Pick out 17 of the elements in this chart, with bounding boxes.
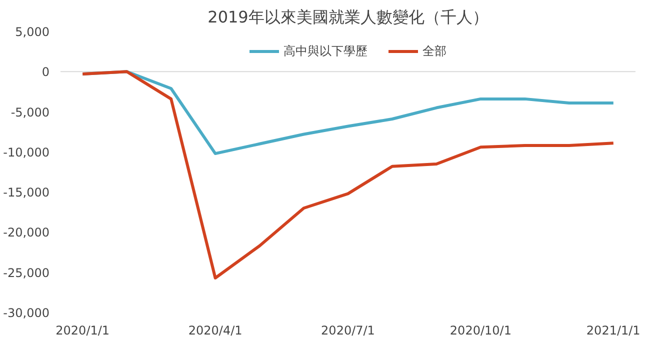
x-tick-label: 2020/10/1 (450, 324, 512, 338)
x-tick-label: 2021/1/1 (586, 324, 640, 338)
y-tick-label: -5,000 (10, 105, 50, 120)
y-tick-label: -30,000 (3, 306, 50, 320)
y-tick-label: -25,000 (3, 266, 50, 280)
chart-title: 2019年以來美國就業人數變化（千人） (208, 8, 488, 26)
x-tick-label: 2020/4/1 (188, 324, 242, 338)
y-tick-label: 0 (42, 65, 50, 80)
y-tick-label: 5,000 (15, 25, 50, 39)
y-tick-label: -10,000 (3, 145, 50, 160)
legend-label: 高中與以下學歷 (284, 42, 368, 60)
x-tick-label: 2020/1/1 (56, 324, 110, 338)
line-series (81, 70, 615, 280)
y-tick-label: -15,000 (3, 186, 50, 200)
legend-label: 全部 (422, 42, 446, 60)
x-tick-label: 2020/7/1 (321, 324, 375, 338)
y-tick-label: -20,000 (3, 226, 50, 240)
